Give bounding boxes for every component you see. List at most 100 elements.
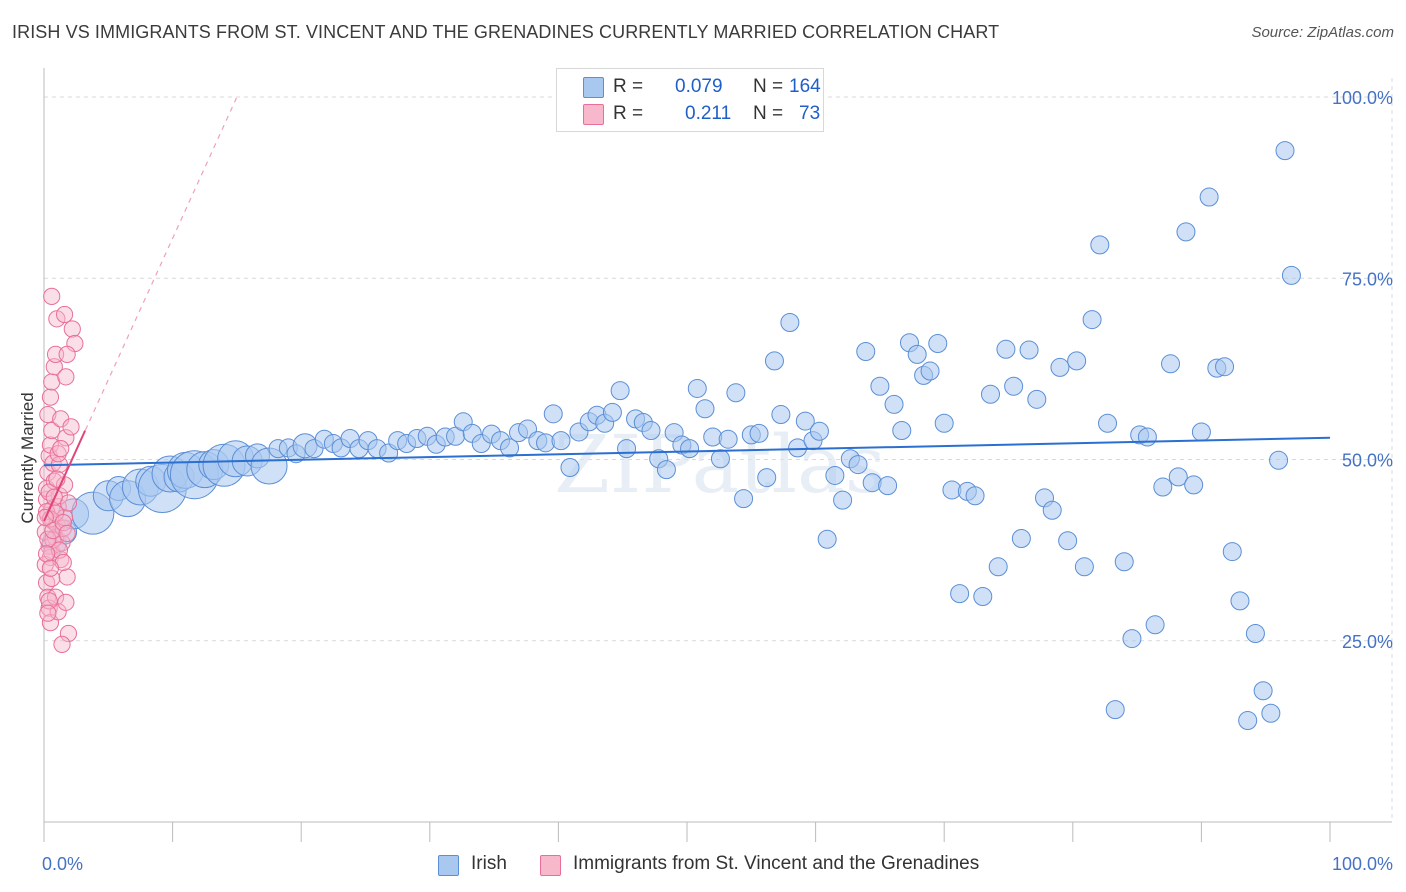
data-point-irish (1184, 475, 1204, 495)
data-point-irish (1222, 542, 1242, 562)
data-point-irish (920, 361, 940, 381)
data-point-irish (680, 439, 700, 459)
data-point-irish (856, 341, 876, 361)
data-point-irish (996, 339, 1016, 359)
data-point-irish (1114, 552, 1134, 572)
data-point-immigrants (52, 440, 70, 458)
data-point-immigrants (39, 604, 57, 622)
axes (43, 68, 1392, 842)
trend-lines (43, 96, 238, 522)
data-point-irish (1042, 500, 1062, 520)
data-point-immigrants (39, 405, 57, 424)
data-point-irish (500, 438, 520, 458)
data-point-irish (1074, 557, 1094, 577)
data-point-irish (1168, 467, 1188, 487)
data-point-irish (973, 587, 993, 607)
data-point-irish (980, 384, 1000, 404)
trend-line-irish (43, 436, 1331, 467)
data-point-irish (602, 402, 622, 422)
data-point-irish (656, 460, 676, 480)
n-label: N = (753, 76, 784, 97)
series-legend: Irish Immigrants from St. Vincent and th… (0, 852, 1406, 878)
data-point-immigrants (40, 592, 58, 610)
data-point-irish (764, 351, 784, 371)
data-point-irish (718, 429, 738, 449)
data-point-irish (878, 476, 898, 496)
legend-swatch-immigrants (540, 855, 561, 876)
data-point-immigrants (62, 418, 80, 436)
data-point-irish (1238, 711, 1258, 730)
data-point-irish (1269, 450, 1289, 470)
data-point-irish (1161, 354, 1181, 374)
data-point-immigrants (55, 305, 74, 324)
data-point-immigrants (49, 445, 67, 463)
data-point-immigrants (37, 545, 56, 563)
y-axis-title: Currently Married (18, 392, 37, 523)
trend-line-immigrants-extended (43, 96, 238, 522)
data-point-irish (1122, 629, 1142, 649)
legend-label-immigrants: Immigrants from St. Vincent and the Gren… (573, 853, 980, 874)
data-point-immigrants (58, 345, 76, 363)
data-point-irish (687, 378, 707, 398)
data-point-irish (543, 404, 563, 424)
data-point-irish (848, 455, 868, 475)
data-point-irish (1011, 529, 1031, 549)
y-tick-label: 75.0% (1342, 269, 1393, 289)
data-point-immigrants (41, 559, 60, 577)
legend-label-irish: Irish (471, 853, 507, 874)
data-point-immigrants (58, 524, 76, 543)
data-point-irish (907, 344, 927, 364)
data-point-irish (780, 312, 800, 332)
y-tick-label: 25.0% (1342, 632, 1393, 652)
legend-swatch-pink (583, 104, 604, 125)
data-point-immigrants (59, 624, 78, 643)
data-point-irish (560, 457, 580, 477)
data-point-immigrants (54, 553, 72, 572)
r-value: 0.079 (675, 76, 723, 97)
data-point-irish (757, 468, 777, 488)
data-point-irish (1176, 222, 1196, 242)
data-point-irish (1145, 615, 1165, 635)
data-point-irish (1058, 531, 1078, 551)
data-point-immigrants (43, 287, 61, 305)
n-value: 164 (789, 76, 821, 97)
data-point-irish (788, 438, 808, 458)
data-point-immigrants (41, 388, 60, 406)
data-point-irish (1027, 389, 1047, 409)
data-point-irish (795, 411, 815, 431)
data-point-irish (1215, 357, 1235, 377)
r-value: 0.211 (685, 103, 732, 124)
tick-labels: 25.0% 50.0% 75.0% 100.0% 0.0% 100.0% (42, 88, 1393, 874)
r-label: R = (613, 103, 644, 124)
data-point-irish (950, 584, 970, 604)
series-svg-immigrants-points (36, 287, 84, 653)
data-point-immigrants (43, 421, 61, 440)
data-point-irish (641, 421, 661, 440)
data-point-immigrants (53, 635, 71, 653)
data-point-irish (1281, 265, 1301, 285)
data-point-immigrants (58, 568, 76, 586)
data-point-irish (1137, 427, 1157, 447)
series-irish-points (41, 141, 1301, 730)
data-point-irish (551, 431, 571, 451)
r-label: R = (613, 76, 644, 97)
n-label: N = (753, 103, 784, 124)
data-point-irish (988, 557, 1008, 577)
data-point-irish (695, 399, 715, 419)
data-point-irish (710, 449, 730, 469)
data-point-irish (928, 334, 948, 353)
data-point-irish (610, 381, 630, 401)
legend-swatch-blue (583, 77, 604, 98)
n-value: 73 (799, 103, 821, 124)
legend-swatch-irish (438, 855, 459, 876)
data-point-immigrants (57, 593, 75, 611)
x-tick-label-min: 0.0% (42, 854, 83, 874)
data-point-irish (1019, 340, 1039, 360)
data-point-irish (1004, 376, 1024, 396)
y-tick-label: 50.0% (1342, 451, 1393, 471)
data-point-irish (1105, 700, 1125, 720)
data-point-irish (1153, 477, 1173, 497)
data-point-irish (726, 383, 746, 403)
data-point-irish (1098, 413, 1118, 433)
